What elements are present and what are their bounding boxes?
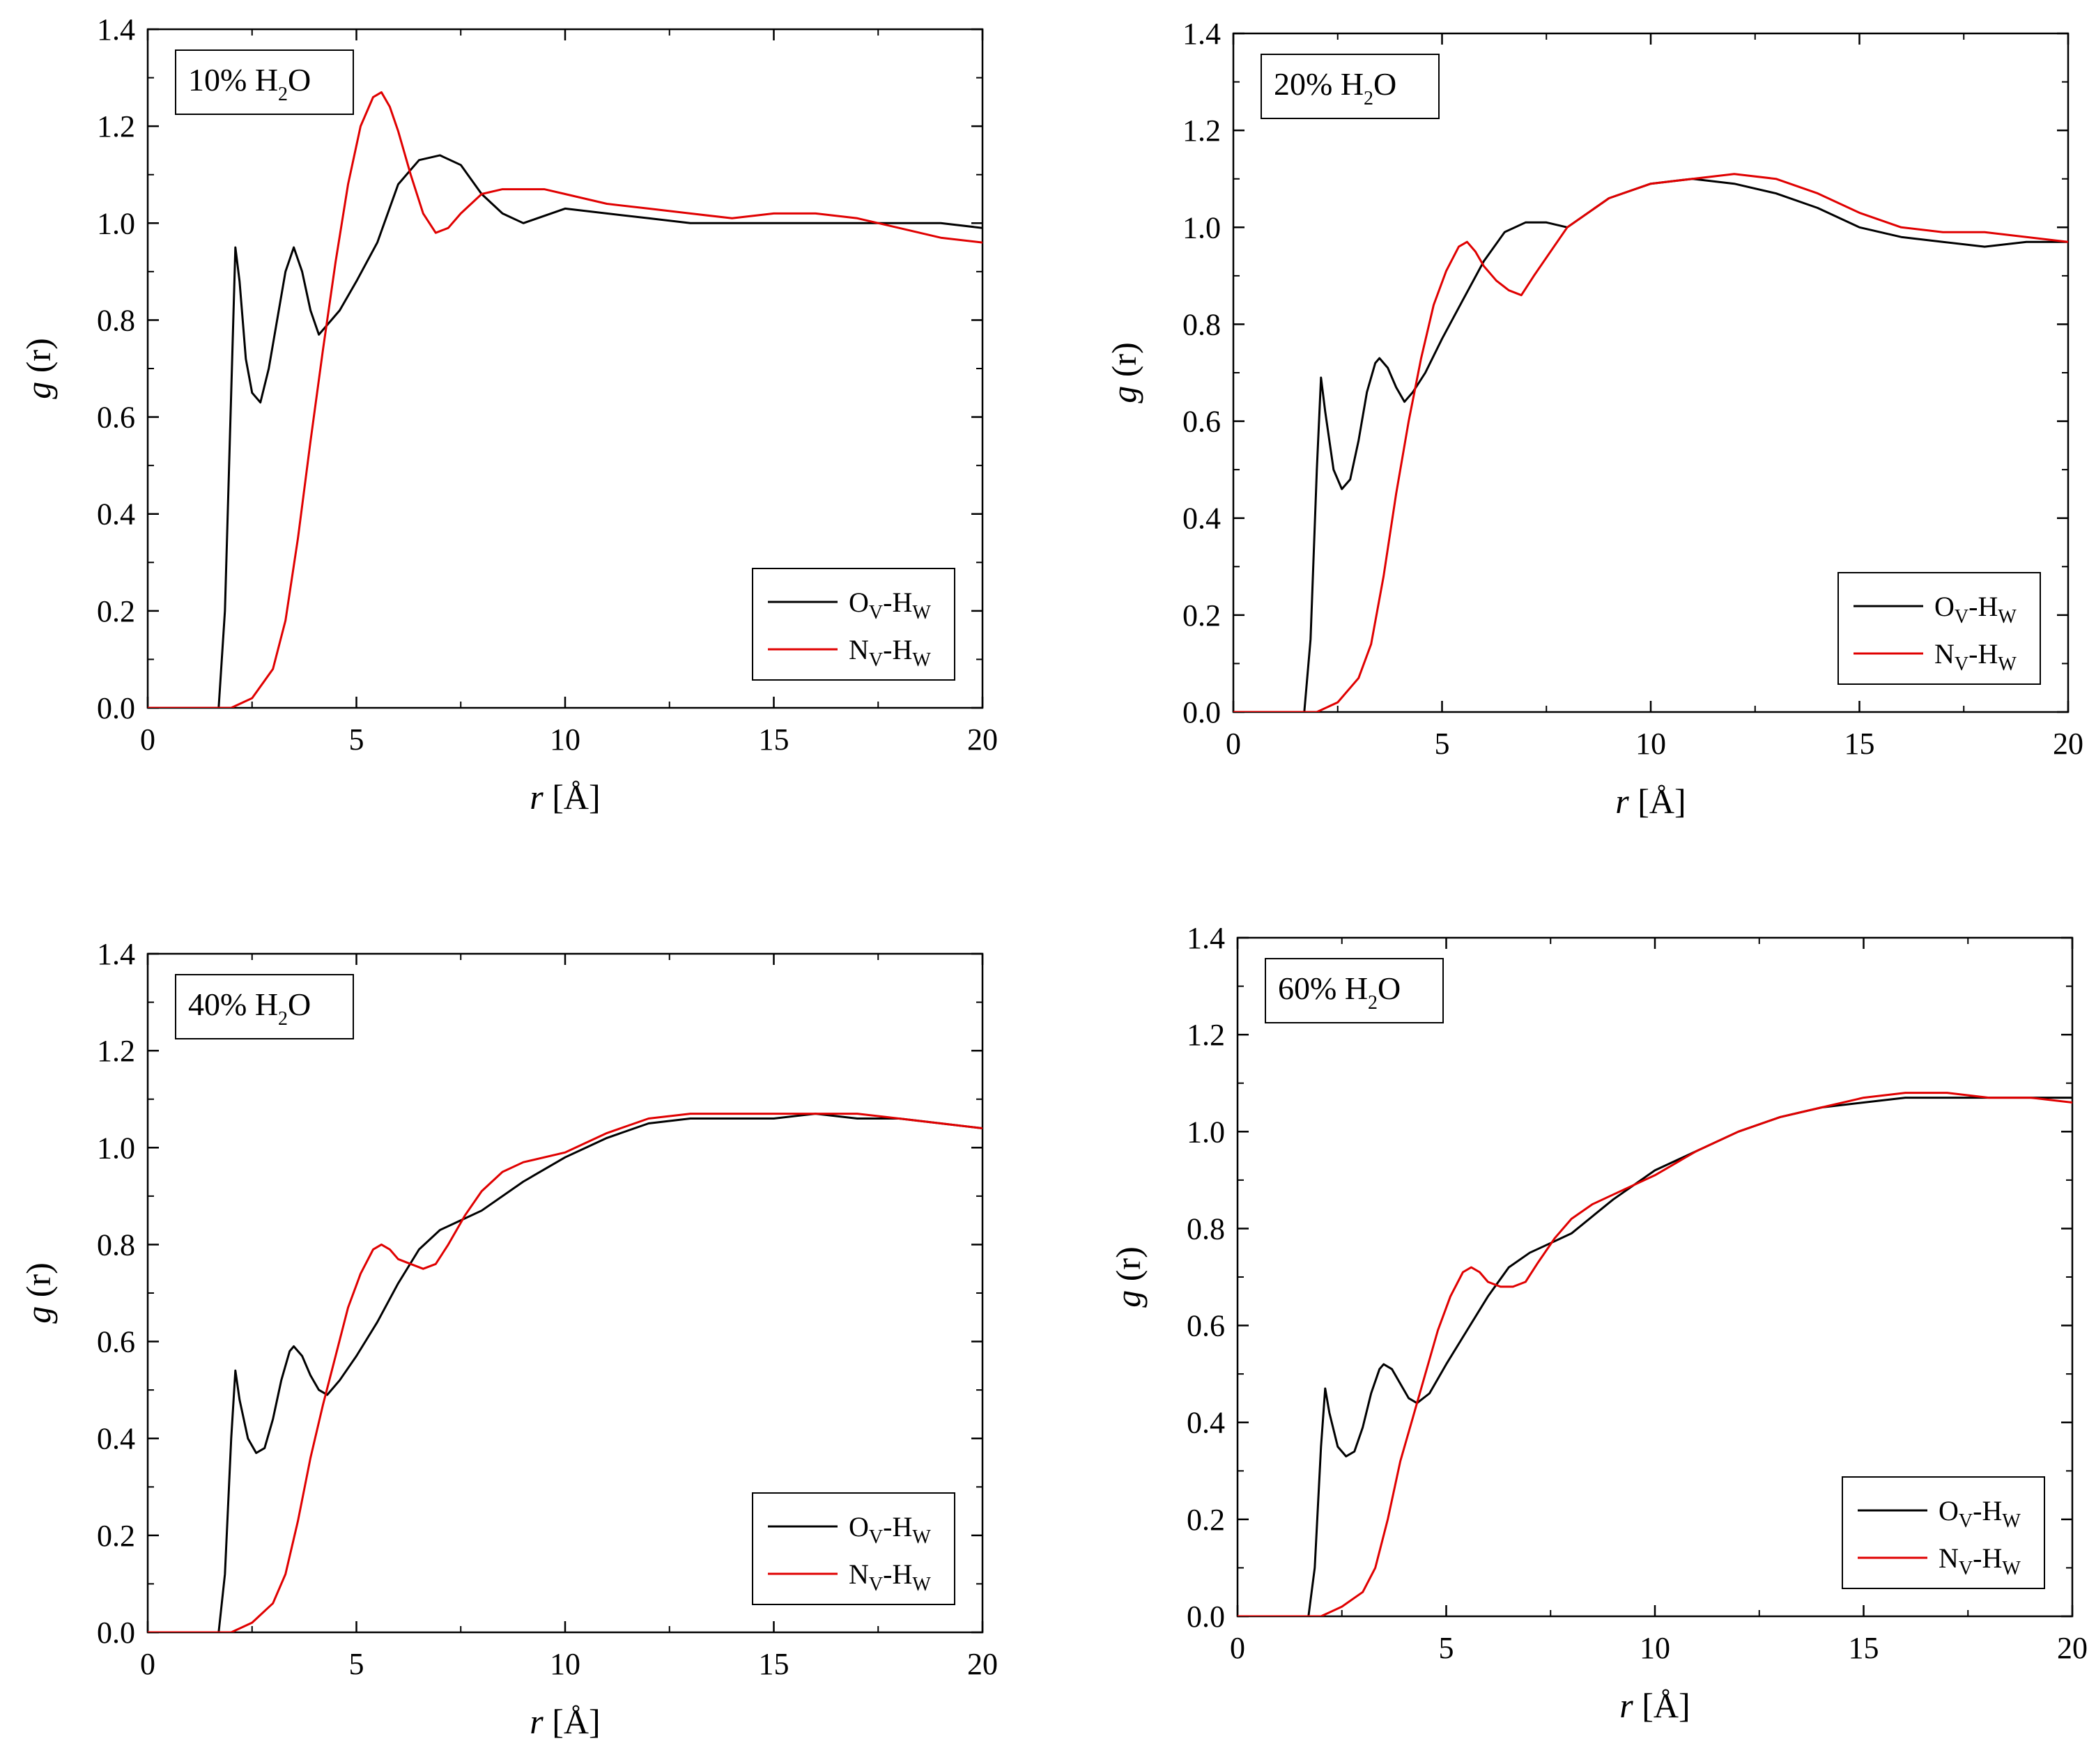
y-tick-label: 0.6 (1187, 1309, 1225, 1343)
chart-panel-2: 0 5 10 15 20 0.0 0.2 0.4 0.6 0.8 1.0 1.2 1.4 r [Å] g (… (1104, 17, 2083, 821)
y-tick-label: 0.6 (1182, 405, 1221, 439)
y-tick-label: 0.4 (97, 497, 135, 532)
x-tick-label: 15 (759, 1647, 789, 1681)
y-tick-label: 0.0 (97, 1616, 135, 1650)
panel-label: 60% H2O (1278, 970, 1401, 1014)
y-tick-label: 1.4 (1182, 17, 1221, 51)
x-tick-label: 5 (1435, 727, 1450, 761)
y-tick-label: 0.0 (1182, 695, 1221, 729)
y-tick-label: 0.8 (97, 303, 135, 337)
y-tick-label: 0.0 (97, 691, 135, 725)
y-tick-label: 1.2 (97, 1034, 135, 1068)
x-axis-label: r [Å] (1615, 782, 1686, 821)
x-tick-label: 5 (349, 722, 364, 757)
y-tick-label: 0.4 (1182, 502, 1221, 536)
legend: OV-HW NV-HW (752, 1492, 955, 1605)
x-tick-label: 20 (967, 722, 998, 757)
series-line-ov-hw (1233, 178, 2068, 712)
legend: OV-HW NV-HW (752, 568, 955, 681)
y-tick-label: 0.2 (97, 1519, 135, 1553)
x-tick-label: 15 (759, 722, 789, 757)
y-tick-label: 0.0 (1187, 1600, 1225, 1634)
y-tick-label: 1.4 (97, 13, 135, 47)
y-axis-label: g (r) (19, 1262, 58, 1323)
legend-label: OV-HW (849, 587, 931, 624)
x-tick-label: 5 (1439, 1631, 1454, 1665)
x-tick-label: 20 (967, 1647, 998, 1681)
x-tick-label: 10 (550, 1647, 580, 1681)
panel-label-box (175, 49, 354, 115)
legend: OV-HW NV-HW (1837, 572, 2041, 685)
x-tick-label: 10 (1640, 1631, 1670, 1665)
x-axis-label: r [Å] (1619, 1686, 1690, 1725)
legend: OV-HW NV-HW (1842, 1476, 2045, 1589)
legend-label: NV-HW (1934, 638, 2017, 675)
legend-label: OV-HW (849, 1511, 931, 1548)
x-tick-label: 0 (140, 1647, 155, 1681)
series-line-nv-hw (1238, 1092, 2072, 1616)
y-tick-label: 0.6 (97, 1325, 135, 1359)
legend-box (752, 568, 955, 681)
y-tick-label: 0.6 (97, 401, 135, 435)
y-tick-label: 0.8 (1187, 1212, 1225, 1246)
legend-box (1842, 1476, 2045, 1589)
legend-label: NV-HW (849, 634, 931, 671)
y-tick-label: 1.4 (1187, 921, 1225, 955)
chart-panel-4: 0 5 10 15 20 0.0 0.2 0.4 0.6 0.8 1.0 1.2 1.4 r [Å] g (… (1109, 921, 2088, 1725)
y-tick-label: 0.4 (1187, 1406, 1225, 1440)
y-tick-label: 0.8 (1182, 307, 1221, 341)
x-axis-label: r [Å] (530, 1702, 600, 1741)
x-tick-label: 5 (349, 1647, 364, 1681)
x-tick-label: 20 (2057, 1631, 2088, 1665)
x-tick-label: 0 (1226, 727, 1241, 761)
x-tick-label: 15 (1849, 1631, 1879, 1665)
y-tick-label: 1.0 (97, 1131, 135, 1165)
legend-box (752, 1492, 955, 1605)
x-tick-label: 10 (550, 722, 580, 757)
legend-label: OV-HW (1939, 1495, 2021, 1532)
y-tick-label: 0.2 (1187, 1503, 1225, 1537)
y-tick-label: 0.2 (97, 594, 135, 628)
chart-panel-1: 0 5 10 15 20 0.0 0.2 0.4 0.6 0.8 1.0 1.2 1.4 r [Å] g (… (19, 13, 998, 817)
series-line-nv-hw (148, 1113, 982, 1632)
panel-label-box (1261, 54, 1440, 119)
y-tick-label: 0.4 (97, 1422, 135, 1456)
y-tick-label: 1.0 (1182, 210, 1221, 245)
series-line-ov-hw (148, 154, 982, 708)
series-line-ov-hw (148, 1113, 982, 1632)
y-tick-label: 0.8 (97, 1228, 135, 1262)
y-axis-label: g (r) (1109, 1246, 1148, 1307)
series-line-nv-hw (1233, 173, 2068, 712)
y-tick-label: 1.2 (97, 109, 135, 144)
y-tick-label: 1.2 (1187, 1018, 1225, 1052)
y-tick-label: 0.2 (1182, 598, 1221, 633)
panel-label: 20% H2O (1274, 66, 1396, 109)
series-line-nv-hw (148, 91, 982, 708)
panel-label: 40% H2O (188, 987, 311, 1030)
legend-label: OV-HW (1934, 591, 2017, 628)
y-axis-label: g (r) (19, 338, 58, 399)
panel-label-box (1265, 958, 1444, 1023)
x-tick-label: 20 (2053, 727, 2083, 761)
y-tick-label: 1.4 (97, 937, 135, 971)
x-tick-label: 0 (140, 722, 155, 757)
legend-label: NV-HW (1939, 1542, 2021, 1579)
x-tick-label: 10 (1635, 727, 1666, 761)
y-axis-label: g (r) (1104, 342, 1143, 403)
y-tick-label: 1.2 (1182, 114, 1221, 148)
x-axis-label: r [Å] (530, 777, 600, 817)
x-tick-label: 15 (1844, 727, 1875, 761)
legend-box (1837, 572, 2041, 685)
y-tick-label: 1.0 (97, 206, 135, 240)
y-tick-label: 1.0 (1187, 1115, 1225, 1149)
legend-label: NV-HW (849, 1558, 931, 1595)
x-tick-label: 0 (1230, 1631, 1245, 1665)
panel-label: 10% H2O (188, 62, 311, 105)
panel-label-box (175, 974, 354, 1039)
chart-panel-3: 0 5 10 15 20 0.0 0.2 0.4 0.6 0.8 1.0 1.2 1.4 r [Å] g (… (19, 937, 998, 1741)
